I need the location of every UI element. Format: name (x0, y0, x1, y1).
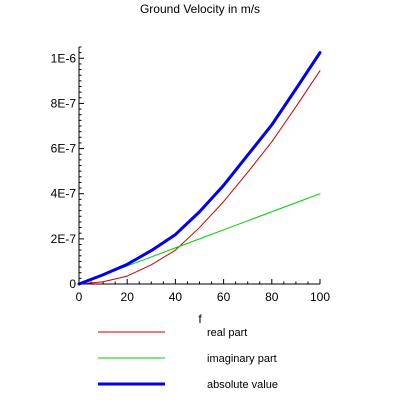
legend: real part imaginary part absolute value (98, 327, 278, 391)
chart-title: Ground Velocity in m/s (140, 2, 260, 16)
legend-label-real-part: real part (207, 327, 247, 339)
axes: 0 20 40 60 80 100 0 2E-7 4E-7 6E-7 8E-7 1E-6 (51, 46, 330, 304)
y-tick-label: 1E-6 (51, 51, 77, 65)
x-axis-label: f (198, 312, 202, 326)
x-tick-label: 0 (76, 290, 83, 304)
legend-label-imaginary-part: imaginary part (207, 353, 277, 365)
x-tick-label: 40 (169, 290, 183, 304)
y-tick-label: 4E-7 (51, 187, 77, 201)
y-tick-label: 8E-7 (51, 96, 77, 110)
y-tick-label: 2E-7 (51, 232, 77, 246)
y-tick-label: 6E-7 (51, 142, 77, 156)
x-tick-label: 100 (310, 290, 330, 304)
x-tick-label: 20 (121, 290, 135, 304)
y-tick-label: 0 (69, 277, 76, 291)
x-tick-label: 60 (217, 290, 231, 304)
series-line-absolute-value (77, 51, 322, 286)
series-layer (77, 51, 322, 286)
series-line-real-part (78, 70, 321, 285)
legend-label-absolute-value: absolute value (207, 379, 278, 391)
x-tick-label: 80 (265, 290, 279, 304)
